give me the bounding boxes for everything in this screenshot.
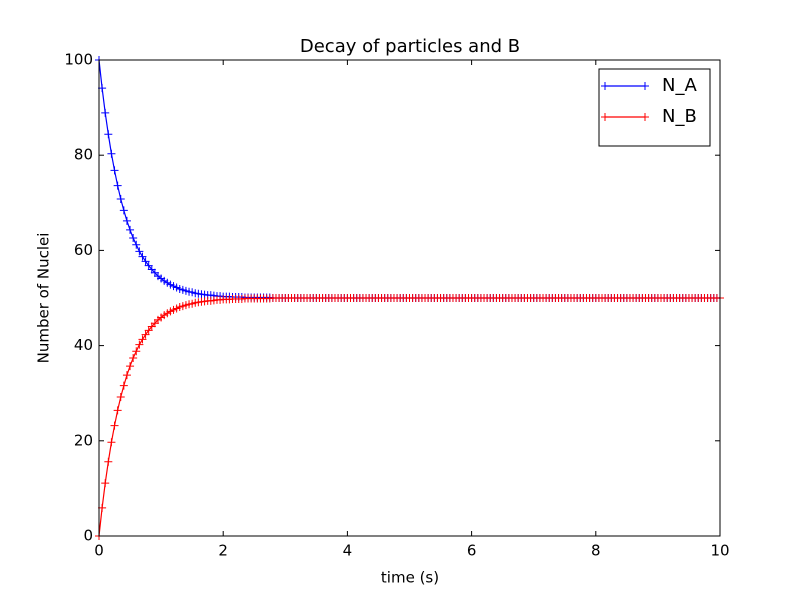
marker: [129, 234, 138, 243]
marker: [135, 340, 144, 349]
marker: [119, 206, 128, 215]
x-tick-label: 6: [467, 542, 477, 560]
marker: [141, 330, 150, 339]
y-tick-label: 0: [83, 527, 93, 545]
marker: [113, 406, 122, 415]
marker: [119, 381, 128, 390]
marker: [135, 247, 144, 256]
marker: [129, 353, 138, 362]
x-tick-label: 8: [591, 542, 601, 560]
marker: [132, 347, 141, 356]
marker: [101, 479, 110, 488]
x-tick-label: 2: [218, 542, 228, 560]
marker: [110, 166, 119, 175]
marker: [104, 130, 113, 139]
marker: [138, 252, 147, 261]
marker: [126, 225, 135, 234]
legend-marker: [601, 82, 649, 90]
marker: [122, 216, 131, 225]
marker: [132, 240, 141, 249]
marker: [116, 194, 125, 203]
y-tick-label: 40: [74, 336, 93, 354]
marker: [107, 149, 116, 158]
marker: [110, 421, 119, 430]
legend-box: [598, 68, 711, 147]
x-tick-label: 4: [343, 542, 353, 560]
marker: [107, 438, 116, 447]
x-tick-label: 10: [710, 542, 729, 560]
marker: [138, 335, 147, 344]
plot-frame: [98, 59, 721, 537]
chart-title: Decay of particles and B: [300, 36, 520, 57]
x-axis-label: time (s): [381, 569, 439, 587]
marker: [126, 362, 135, 371]
y-tick-label: 80: [74, 146, 93, 164]
marker: [113, 181, 122, 190]
y-tick-label: 60: [74, 241, 93, 259]
y-tick-label: 20: [74, 431, 93, 449]
marker: [101, 108, 110, 117]
legend-label: N_B: [662, 106, 697, 127]
marker: [116, 393, 125, 402]
legend-marker: [601, 113, 649, 121]
legend-label: N_A: [662, 75, 697, 96]
y-tick-label: 100: [64, 51, 93, 69]
x-tick-label: 0: [94, 542, 104, 560]
marker: [122, 371, 131, 380]
marker: [104, 457, 113, 466]
y-axis-label: Number of Nuclei: [35, 233, 53, 364]
marker: [141, 257, 150, 266]
